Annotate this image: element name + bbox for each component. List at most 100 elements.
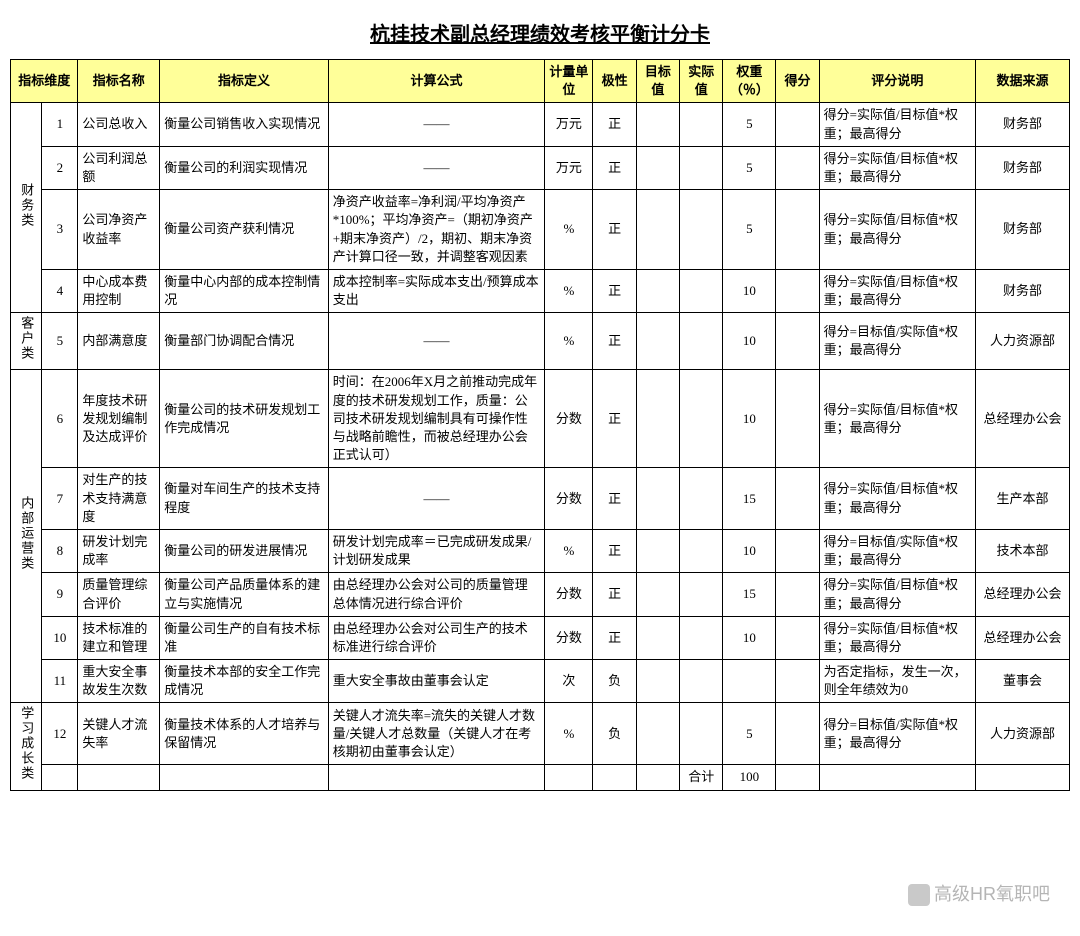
table-row: 11 重大安全事故发生次数 衡量技术本部的安全工作完成情况 重大安全事故由董事会… [11, 660, 1070, 703]
cell-src: 人力资源部 [976, 313, 1070, 370]
cell-act [680, 529, 723, 572]
cell-pol: 正 [593, 616, 636, 659]
cell-tgt [636, 370, 679, 468]
cell-formula: —— [328, 103, 545, 146]
row-num: 6 [42, 370, 78, 468]
cell-empty [160, 765, 328, 790]
cell-desc: 得分=实际值/目标值*权重；最高得分 [819, 103, 975, 146]
cell-unit: 分数 [545, 573, 593, 616]
cell-idef: 衡量公司的研发进展情况 [160, 529, 328, 572]
cell-src: 财务部 [976, 269, 1070, 312]
cell-act [680, 190, 723, 270]
cell-iname: 公司净资产收益率 [78, 190, 160, 270]
cell-act [680, 313, 723, 370]
cell-formula: 关键人才流失率=流失的关键人才数量/关键人才总数量（关键人才在考核期初由董事会认… [328, 703, 545, 765]
cell-unit: 次 [545, 660, 593, 703]
table-row: 内部运营类 6 年度技术研发规划编制及达成评价 衡量公司的技术研发规划工作完成情… [11, 370, 1070, 468]
row-num: 12 [42, 703, 78, 765]
table-row: 客户类 5 内部满意度 衡量部门协调配合情况 —— % 正 10 得分=目标值/… [11, 313, 1070, 370]
cell-iname: 公司利润总额 [78, 146, 160, 189]
cell-w: 10 [723, 616, 776, 659]
cell-tgt [636, 269, 679, 312]
cell-tgt [636, 616, 679, 659]
cell-empty [593, 765, 636, 790]
dim-fin: 财务类 [11, 103, 42, 313]
cell-w: 10 [723, 370, 776, 468]
cell-w: 5 [723, 146, 776, 189]
h-score: 得分 [776, 60, 819, 103]
row-num: 2 [42, 146, 78, 189]
total-value: 100 [723, 765, 776, 790]
scorecard-table: 指标维度 指标名称 指标定义 计算公式 计量单位 极性 目标值 实际值 权重（％… [10, 59, 1070, 791]
cell-src: 总经理办公会 [976, 573, 1070, 616]
h-idef: 指标定义 [160, 60, 328, 103]
cell-w [723, 660, 776, 703]
cell-src: 技术本部 [976, 529, 1070, 572]
cell-desc: 得分=实际值/目标值*权重；最高得分 [819, 616, 975, 659]
cell-desc: 得分=目标值/实际值*权重；最高得分 [819, 529, 975, 572]
cell-tgt [636, 103, 679, 146]
cell-unit: % [545, 190, 593, 270]
cell-idef: 衡量公司资产获利情况 [160, 190, 328, 270]
cell-idef: 衡量公司的技术研发规划工作完成情况 [160, 370, 328, 468]
cell-src: 财务部 [976, 146, 1070, 189]
cell-src: 财务部 [976, 190, 1070, 270]
cell-unit: 分数 [545, 468, 593, 530]
cell-score [776, 529, 819, 572]
table-row: 2 公司利润总额 衡量公司的利润实现情况 —— 万元 正 5 得分=实际值/目标… [11, 146, 1070, 189]
cell-pol: 负 [593, 703, 636, 765]
watermark: 高级HR氧职吧 [908, 880, 1050, 906]
row-num: 3 [42, 190, 78, 270]
dim-cust: 客户类 [11, 313, 42, 370]
cell-act [680, 573, 723, 616]
table-row: 7 对生产的技术支持满意度 衡量对车间生产的技术支持程度 —— 分数 正 15 … [11, 468, 1070, 530]
table-row: 10 技术标准的建立和管理 衡量公司生产的自有技术标准 由总经理办公会对公司生产… [11, 616, 1070, 659]
row-num: 9 [42, 573, 78, 616]
cell-w: 15 [723, 468, 776, 530]
h-formula: 计算公式 [328, 60, 545, 103]
cell-formula: 时间：在2006年X月之前推动完成年度的技术研发规划工作，质量：公司技术研发规划… [328, 370, 545, 468]
cell-pol: 正 [593, 190, 636, 270]
cell-score [776, 616, 819, 659]
cell-w: 15 [723, 573, 776, 616]
cell-act [680, 146, 723, 189]
h-w: 权重（％） [723, 60, 776, 103]
cell-desc: 得分=实际值/目标值*权重；最高得分 [819, 468, 975, 530]
cell-unit: % [545, 703, 593, 765]
cell-formula: —— [328, 146, 545, 189]
cell-tgt [636, 529, 679, 572]
cell-unit: % [545, 269, 593, 312]
cell-src: 总经理办公会 [976, 370, 1070, 468]
cell-act [680, 616, 723, 659]
total-row: 合计 100 [11, 765, 1070, 790]
cell-unit: % [545, 529, 593, 572]
cell-iname: 公司总收入 [78, 103, 160, 146]
cell-pol: 正 [593, 370, 636, 468]
cell-score [776, 313, 819, 370]
cell-idef: 衡量公司销售收入实现情况 [160, 103, 328, 146]
cell-unit: 万元 [545, 146, 593, 189]
cell-iname: 对生产的技术支持满意度 [78, 468, 160, 530]
cell-w: 5 [723, 190, 776, 270]
cell-src: 董事会 [976, 660, 1070, 703]
cell-desc: 为否定指标，发生一次，则全年绩效为0 [819, 660, 975, 703]
cell-pol: 正 [593, 529, 636, 572]
cell-desc: 得分=实际值/目标值*权重；最高得分 [819, 190, 975, 270]
cell-w: 10 [723, 313, 776, 370]
cell-pol: 正 [593, 146, 636, 189]
cell-empty [636, 765, 679, 790]
h-desc: 评分说明 [819, 60, 975, 103]
cell-idef: 衡量中心内部的成本控制情况 [160, 269, 328, 312]
wechat-icon [908, 884, 930, 906]
cell-pol: 正 [593, 269, 636, 312]
cell-desc: 得分=实际值/目标值*权重；最高得分 [819, 370, 975, 468]
dim-ops: 内部运营类 [11, 370, 42, 703]
cell-score [776, 146, 819, 189]
cell-iname: 重大安全事故发生次数 [78, 660, 160, 703]
cell-iname: 研发计划完成率 [78, 529, 160, 572]
cell-act [680, 370, 723, 468]
cell-empty [78, 765, 160, 790]
cell-formula: —— [328, 313, 545, 370]
h-dim: 指标维度 [11, 60, 78, 103]
header-row: 指标维度 指标名称 指标定义 计算公式 计量单位 极性 目标值 实际值 权重（％… [11, 60, 1070, 103]
